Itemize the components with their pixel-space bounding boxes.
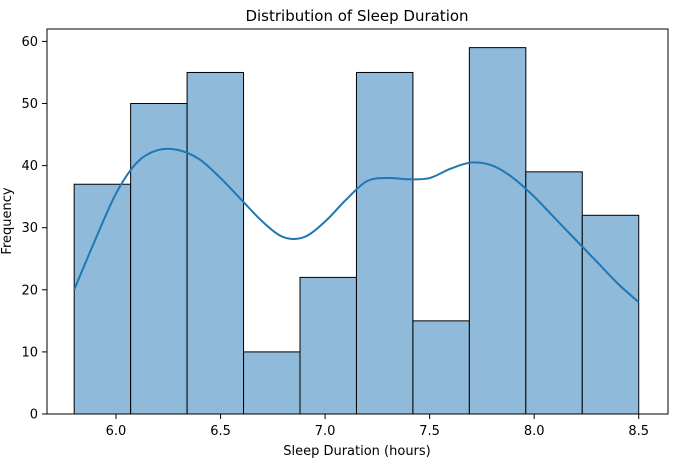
y-tick-label: 30 <box>21 221 38 236</box>
histogram-bar-7 <box>412 320 470 415</box>
histogram-bar-2 <box>130 103 188 415</box>
y-tick-label: 0 <box>30 408 38 423</box>
histogram-bar-6 <box>355 71 414 415</box>
x-axis-ticks: 6.0 6.5 7.0 7.5 8.0 8.5 <box>106 414 649 439</box>
x-tick-label: 6.5 <box>210 424 231 439</box>
x-tick-label: 8.5 <box>628 424 649 439</box>
kde-line <box>73 147 640 303</box>
y-tick-label: 40 <box>21 159 38 174</box>
bars-layer <box>73 47 640 415</box>
x-tick-label: 7.5 <box>419 424 440 439</box>
x-tick-label: 8.0 <box>524 424 545 439</box>
x-tick-label: 6.0 <box>106 424 127 439</box>
x-tick-label: 7.0 <box>315 424 336 439</box>
plot-frame <box>46 28 669 415</box>
y-tick-label: 50 <box>21 97 38 112</box>
chart-title: Distribution of Sleep Duration <box>245 7 468 25</box>
histogram-bar-1 <box>73 183 132 415</box>
y-axis-label: Frequency <box>0 187 15 254</box>
kde-layer <box>73 147 640 303</box>
histogram-bar-5 <box>299 276 357 415</box>
x-axis-label: Sleep Duration (hours) <box>283 444 431 459</box>
histogram-bar-3 <box>186 71 245 415</box>
histogram-bar-9 <box>525 171 583 415</box>
histogram-bar-10 <box>581 214 640 415</box>
y-axis-ticks: 0 10 20 30 40 50 60 <box>21 35 47 423</box>
histogram-bar-8 <box>468 47 527 415</box>
y-tick-label: 60 <box>21 35 38 50</box>
y-tick-label: 10 <box>21 345 38 360</box>
y-tick-label: 20 <box>21 283 38 298</box>
histogram-bar-4 <box>243 351 301 415</box>
